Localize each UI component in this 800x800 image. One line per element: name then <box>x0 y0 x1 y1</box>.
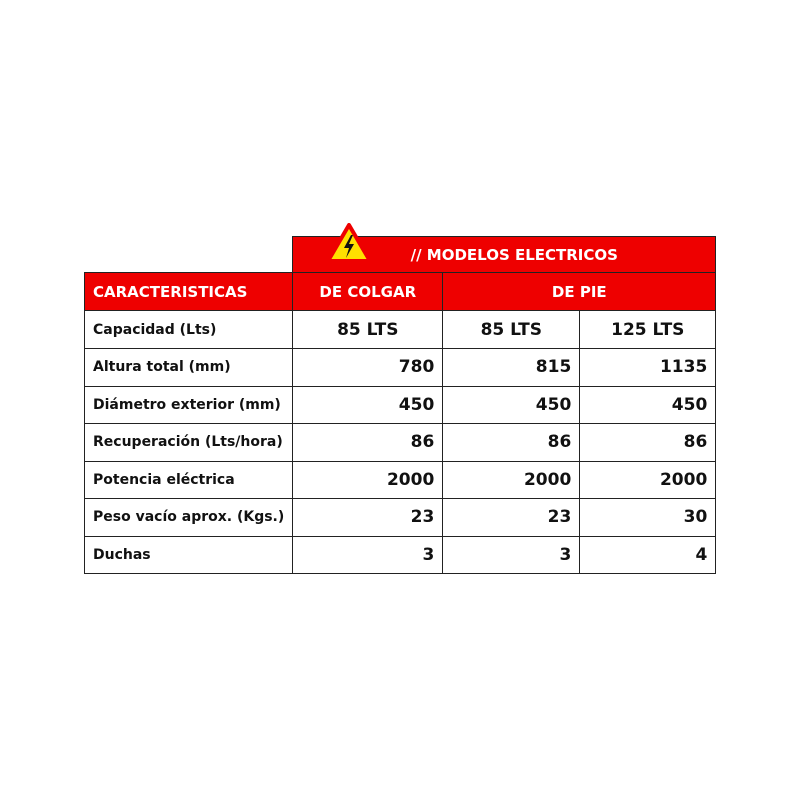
table-row: Potencia eléctrica 2000 2000 2000 <box>83 460 717 499</box>
row-label: Recuperación (Lts/hora) <box>83 423 294 462</box>
table-row: Peso vacío aprox. (Kgs.) 23 23 30 <box>83 498 717 537</box>
row-label: Duchas <box>83 535 294 574</box>
cell-value: 450 <box>292 385 444 424</box>
cell-value: 780 <box>292 348 444 387</box>
cell-value: 30 <box>579 498 717 537</box>
cell-value: 4 <box>579 535 717 574</box>
cell-value: 2000 <box>292 460 444 499</box>
cell-value: 23 <box>442 498 581 537</box>
title-text: // MODELOS ELECTRICOS <box>410 245 618 264</box>
high-voltage-warning-icon <box>326 223 372 263</box>
cell-value: 1135 <box>579 348 717 387</box>
table-row: Recuperación (Lts/hora) 86 86 86 <box>83 423 717 462</box>
cell-value: 815 <box>442 348 581 387</box>
specs-table: // MODELOS ELECTRICOS CARACTERISTICAS DE… <box>83 236 717 574</box>
cell-value: 85 LTS <box>442 310 581 349</box>
cell-value: 86 <box>292 423 444 462</box>
cell-value: 450 <box>442 385 581 424</box>
row-label: Altura total (mm) <box>83 348 294 387</box>
table-row: Capacidad (Lts) 85 LTS 85 LTS 125 LTS <box>83 310 717 349</box>
empty-corner <box>84 236 293 273</box>
row-label: Peso vacío aprox. (Kgs.) <box>83 498 294 537</box>
row-label: Potencia eléctrica <box>83 460 294 499</box>
table-row: Duchas 3 3 4 <box>83 535 717 574</box>
cell-value: 3 <box>292 535 444 574</box>
header-characteristics: CARACTERISTICAS <box>83 272 294 311</box>
cell-value: 85 LTS <box>292 310 444 349</box>
cell-value: 450 <box>579 385 717 424</box>
table-title: // MODELOS ELECTRICOS <box>292 236 717 273</box>
row-label: Capacidad (Lts) <box>83 310 294 349</box>
cell-value: 2000 <box>579 460 717 499</box>
cell-value: 3 <box>442 535 581 574</box>
cell-value: 86 <box>579 423 717 462</box>
header-de-colgar: DE COLGAR <box>292 272 444 311</box>
cell-value: 2000 <box>442 460 581 499</box>
header-de-pie: DE PIE <box>442 272 717 311</box>
cell-value: 23 <box>292 498 444 537</box>
cell-value: 125 LTS <box>579 310 717 349</box>
table-row: Diámetro exterior (mm) 450 450 450 <box>83 385 717 424</box>
table-row: Altura total (mm) 780 815 1135 <box>83 348 717 387</box>
row-label: Diámetro exterior (mm) <box>83 385 294 424</box>
cell-value: 86 <box>442 423 581 462</box>
